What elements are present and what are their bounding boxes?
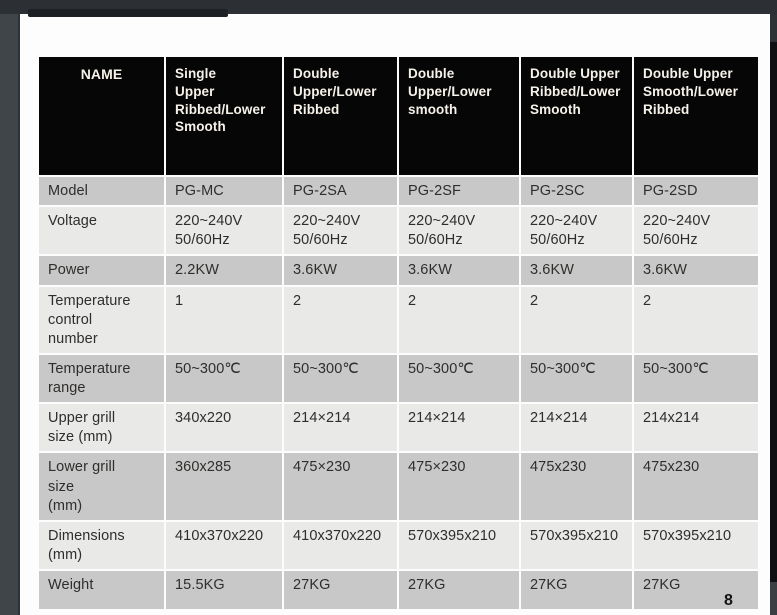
cell-value: 50~300℃ — [166, 354, 282, 403]
cell-value: PG-2SA — [284, 177, 397, 206]
row-label: Upper grill size (mm) — [39, 404, 164, 452]
cell-value: 27KG — [634, 571, 758, 609]
viewer-top-bar-handle — [28, 9, 228, 17]
row-label: Lower grill size (mm) — [39, 453, 164, 520]
table-row-temperature-control-number: Temperature control number 1 2 2 2 2 — [39, 286, 758, 353]
cell-value: 410x370x220 — [166, 521, 282, 569]
cell-value: 220~240V 50/60Hz — [284, 207, 397, 255]
cell-value: 27KG — [284, 571, 397, 609]
cell-value: 475×230 — [399, 453, 519, 520]
cell-value: 570x395x210 — [634, 521, 758, 569]
document-page: NAME Single Upper Ribbed/Lower Smooth Do… — [18, 14, 770, 615]
cell-value: 15.5KG — [166, 571, 282, 609]
column-header-double-upper-lower-ribbed: Double Upper/Lower Ribbed — [284, 57, 397, 175]
column-header-single-upper-ribbed-lower-smooth: Single Upper Ribbed/Lower Smooth — [166, 57, 282, 175]
cell-value: 220~240V 50/60Hz — [166, 207, 282, 255]
table-header-row: NAME Single Upper Ribbed/Lower Smooth Do… — [39, 57, 758, 175]
cell-value: 340x220 — [166, 404, 282, 452]
cell-value: PG-MC — [166, 177, 282, 206]
cell-value: 220~240V 50/60Hz — [521, 207, 632, 255]
row-label: Dimensions (mm) — [39, 521, 164, 569]
cell-value: 475x230 — [634, 453, 758, 520]
viewer-left-edge — [0, 14, 20, 615]
row-label: Temperature range — [39, 354, 164, 403]
cell-value: 2 — [284, 286, 397, 353]
cell-value: 1 — [166, 286, 282, 353]
cell-value: 214×214 — [399, 404, 519, 452]
cell-value: 475x230 — [521, 453, 632, 520]
cell-value: 214x214 — [634, 404, 758, 452]
row-label: Model — [39, 177, 164, 206]
cell-value: 570x395x210 — [399, 521, 519, 569]
cell-value: PG-2SC — [521, 177, 632, 206]
table-row-model: Model PG-MC PG-2SA PG-2SF PG-2SC PG-2SD — [39, 177, 758, 206]
cell-value: PG-2SD — [634, 177, 758, 206]
table-row-lower-grill-size: Lower grill size (mm) 360x285 475×230 47… — [39, 453, 758, 520]
cell-value: 220~240V 50/60Hz — [634, 207, 758, 255]
cell-value: 2.2KW — [166, 256, 282, 285]
cell-value: 27KG — [399, 571, 519, 609]
row-label: Power — [39, 256, 164, 285]
cell-value: 360x285 — [166, 453, 282, 520]
cell-value: 50~300℃ — [634, 354, 758, 403]
row-label: Voltage — [39, 207, 164, 255]
cell-value: 50~300℃ — [399, 354, 519, 403]
cell-value: 2 — [521, 286, 632, 353]
table-row-weight: Weight 15.5KG 27KG 27KG 27KG 27KG — [39, 571, 758, 609]
column-header-double-upper-smooth-lower-ribbed: Double Upper Smooth/Lower Ribbed — [634, 57, 758, 175]
cell-value: 2 — [399, 286, 519, 353]
table-row-dimensions: Dimensions (mm) 410x370x220 410x370x220 … — [39, 521, 758, 569]
page-number: 8 — [724, 592, 733, 609]
row-label: Temperature control number — [39, 286, 164, 353]
cell-value: 2 — [634, 286, 758, 353]
table-row-upper-grill-size: Upper grill size (mm) 340x220 214×214 21… — [39, 404, 758, 452]
cell-value: PG-2SF — [399, 177, 519, 206]
column-header-double-upper-ribbed-lower-smooth: Double Upper Ribbed/Lower Smooth — [521, 57, 632, 175]
cell-value: 410x370x220 — [284, 521, 397, 569]
cell-value: 50~300℃ — [521, 354, 632, 403]
column-header-double-upper-lower-smooth: Double Upper/Lower smooth — [399, 57, 519, 175]
cell-value: 3.6KW — [399, 256, 519, 285]
cell-value: 3.6KW — [634, 256, 758, 285]
cell-value: 3.6KW — [521, 256, 632, 285]
page-edge-shadow — [770, 14, 777, 615]
row-label: Weight — [39, 571, 164, 609]
column-header-name: NAME — [39, 57, 164, 175]
table-row-temperature-range: Temperature range 50~300℃ 50~300℃ 50~300… — [39, 354, 758, 403]
cell-value: 475×230 — [284, 453, 397, 520]
cell-value: 214×214 — [284, 404, 397, 452]
cell-value: 570x395x210 — [521, 521, 632, 569]
table-row-voltage: Voltage 220~240V 50/60Hz 220~240V 50/60H… — [39, 207, 758, 255]
cell-value: 220~240V 50/60Hz — [399, 207, 519, 255]
cell-value: 214×214 — [521, 404, 632, 452]
cell-value: 27KG — [521, 571, 632, 609]
cell-value: 50~300℃ — [284, 354, 397, 403]
spec-table: NAME Single Upper Ribbed/Lower Smooth Do… — [37, 55, 760, 611]
table-row-power: Power 2.2KW 3.6KW 3.6KW 3.6KW 3.6KW — [39, 256, 758, 285]
cell-value: 3.6KW — [284, 256, 397, 285]
